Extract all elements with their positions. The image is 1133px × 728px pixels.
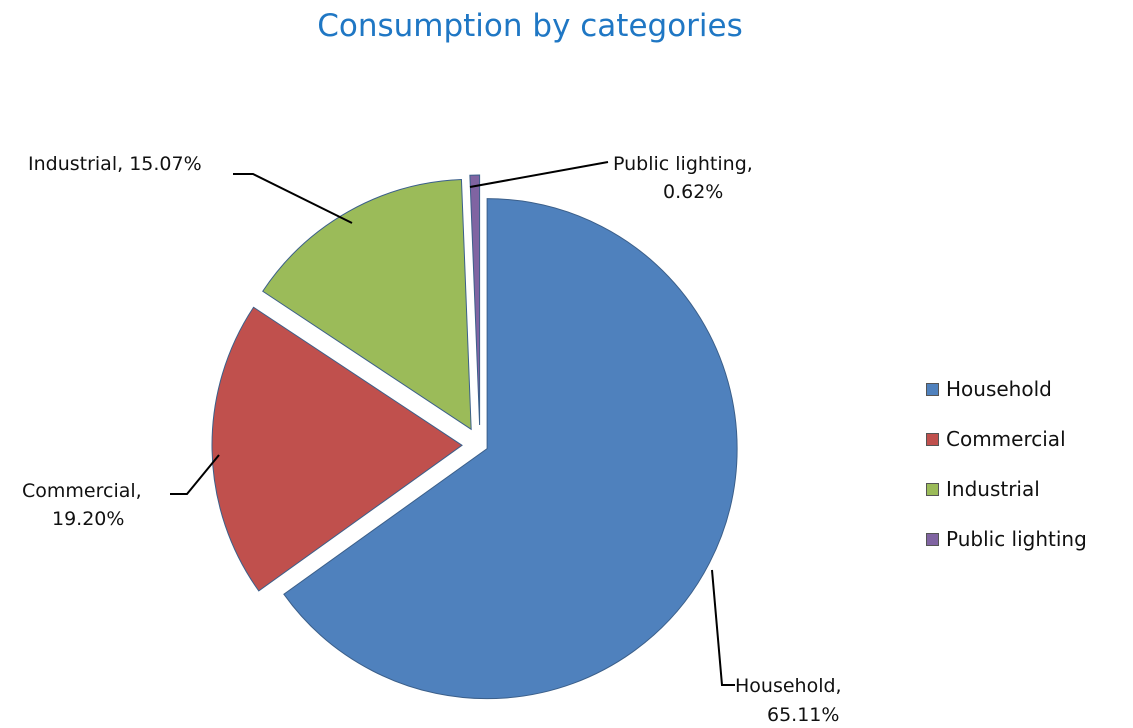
legend-label-household: Household — [946, 377, 1052, 401]
data-label-industrial: Industrial, 15.07% — [28, 153, 202, 175]
legend-swatch-household — [926, 382, 939, 396]
leader-line-public-lighting — [469, 161, 609, 188]
data-label-commercial-line2: 19.20% — [52, 508, 124, 530]
legend-label-industrial: Industrial — [946, 477, 1040, 501]
data-label-public-lighting-line2: 0.62% — [663, 181, 723, 203]
leader-line-household — [711, 569, 735, 686]
pie-slice-public-lighting — [469, 174, 481, 426]
data-label-household-line1: Household, — [735, 675, 842, 697]
legend: Household Commercial Industrial Public l… — [926, 364, 1087, 564]
data-label-household-line2: 65.11% — [767, 704, 839, 726]
pie-slice-commercial — [211, 306, 463, 592]
legend-label-public-lighting: Public lighting — [946, 527, 1087, 551]
legend-swatch-public-lighting — [926, 532, 939, 546]
legend-item-commercial: Commercial — [926, 414, 1087, 464]
legend-label-commercial: Commercial — [946, 427, 1066, 451]
legend-swatch-commercial — [926, 432, 939, 446]
data-label-commercial-line1: Commercial, — [22, 480, 142, 502]
chart-title: Consumption by categories — [317, 8, 743, 44]
leader-lines — [170, 161, 735, 686]
pie-slices — [211, 174, 738, 700]
leader-line-commercial — [170, 454, 220, 495]
legend-item-public-lighting: Public lighting — [926, 514, 1087, 564]
data-label-public-lighting-line1: Public lighting, — [613, 153, 753, 175]
pie-slice-household — [283, 198, 738, 700]
leader-line-industrial — [233, 173, 353, 224]
legend-swatch-industrial — [926, 482, 939, 496]
legend-item-industrial: Industrial — [926, 464, 1087, 514]
legend-item-household: Household — [926, 364, 1087, 414]
pie-slice-industrial — [262, 178, 472, 431]
